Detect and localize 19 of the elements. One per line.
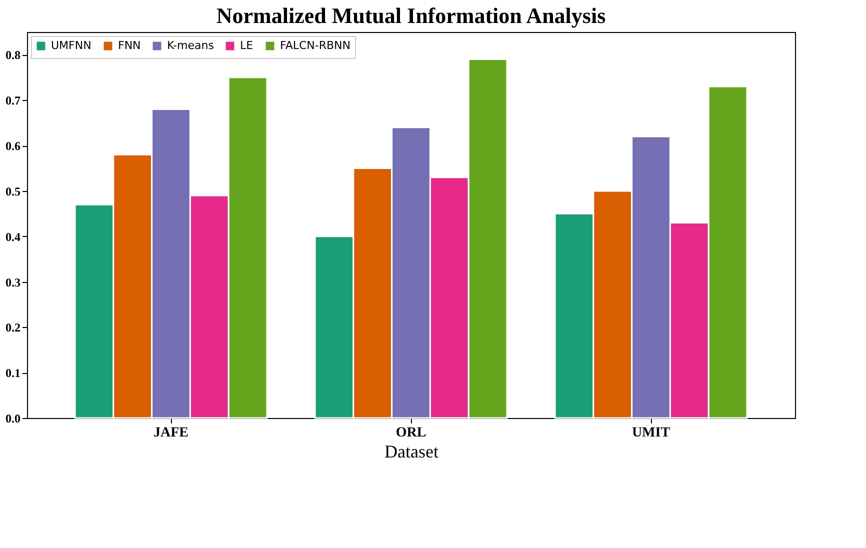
y-tick-label: 0.0 <box>6 412 20 426</box>
y-tick-label: 0.8 <box>6 48 20 62</box>
legend-label: K-means <box>167 39 214 52</box>
x-tick-label: ORL <box>396 426 426 440</box>
x-axis-title: Dataset <box>384 442 438 462</box>
y-tick-label: 0.4 <box>6 230 20 244</box>
legend-label: UMFNN <box>51 39 92 52</box>
y-tick-label: 0.7 <box>6 94 20 108</box>
y-tick-label: 0.1 <box>6 366 20 380</box>
y-tick-label: 0.3 <box>6 275 20 290</box>
legend-label: FALCN-RBNN <box>280 39 350 52</box>
y-tick-label: 0.5 <box>6 184 20 198</box>
chart-title: Normalized Mutual Information Analysis <box>216 3 606 28</box>
legend-label: LE <box>240 39 254 52</box>
legend-label: FNN <box>118 39 141 52</box>
y-tick-label: 0.2 <box>6 320 20 335</box>
x-tick-label: JAFE <box>154 426 188 440</box>
x-tick-label: UMIT <box>632 426 671 440</box>
y-tick-label: 0.6 <box>6 139 20 154</box>
